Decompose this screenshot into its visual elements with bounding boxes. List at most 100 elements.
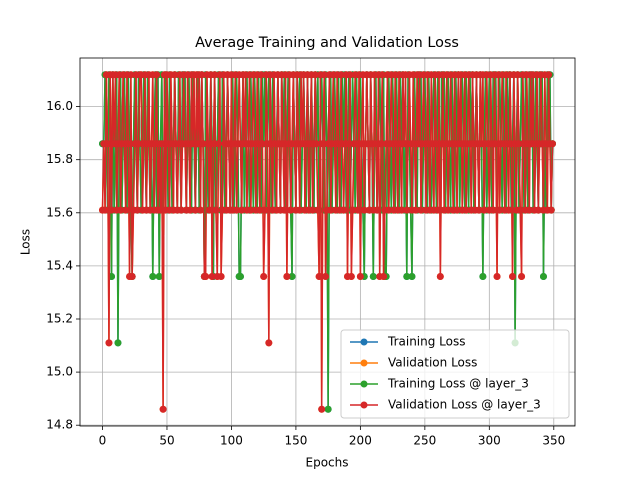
point — [261, 206, 269, 214]
point — [309, 206, 317, 214]
axes-frame — [79, 57, 576, 427]
point — [177, 206, 185, 214]
point — [157, 206, 165, 214]
point — [493, 273, 501, 281]
point — [320, 71, 328, 79]
x-tick-label: 100 — [220, 434, 243, 448]
point — [346, 71, 354, 79]
point — [238, 206, 246, 214]
point — [492, 140, 500, 148]
point — [380, 273, 388, 281]
point — [287, 206, 295, 214]
point — [280, 206, 288, 214]
y-axis-label: Loss — [19, 229, 33, 255]
point — [434, 206, 442, 214]
point — [215, 140, 223, 148]
legend-label: Validation Loss — [388, 356, 477, 370]
point — [534, 206, 542, 214]
point — [209, 140, 217, 148]
point — [265, 339, 273, 347]
point — [327, 206, 335, 214]
point — [372, 140, 380, 148]
point — [186, 206, 194, 214]
point — [315, 273, 323, 281]
legend-marker — [360, 380, 368, 388]
point — [260, 273, 268, 281]
x-axis-label: Epochs — [306, 456, 349, 470]
x-tick-label: 0 — [99, 434, 107, 448]
point — [318, 405, 326, 413]
point — [403, 206, 411, 214]
point — [354, 206, 362, 214]
point — [153, 71, 161, 79]
chart-title: Average Training and Validation Loss — [195, 35, 459, 51]
point — [516, 206, 524, 214]
point — [171, 71, 179, 79]
point — [199, 140, 207, 148]
point — [377, 140, 385, 148]
y-tick-label: 15.6 — [46, 205, 73, 219]
point — [475, 206, 483, 214]
point — [279, 140, 287, 148]
point — [547, 206, 555, 214]
point — [373, 206, 381, 214]
x-tick-label: 350 — [542, 434, 565, 448]
point — [101, 206, 109, 214]
point — [206, 206, 214, 214]
series — [99, 71, 556, 413]
point — [311, 71, 319, 79]
point — [432, 140, 440, 148]
point — [385, 206, 393, 214]
point — [322, 273, 330, 281]
point — [104, 140, 112, 148]
point — [417, 206, 425, 214]
point — [353, 140, 361, 148]
point — [283, 273, 291, 281]
point — [360, 206, 368, 214]
legend-box — [340, 329, 570, 419]
point — [403, 273, 411, 281]
point — [236, 273, 244, 281]
point — [356, 273, 364, 281]
point — [349, 206, 357, 214]
point — [444, 206, 452, 214]
point — [105, 339, 113, 347]
point — [135, 140, 143, 148]
point — [412, 206, 420, 214]
point — [489, 206, 497, 214]
x-tick-label: 50 — [159, 434, 174, 448]
point — [247, 206, 255, 214]
point — [436, 273, 444, 281]
point — [479, 273, 487, 281]
point — [347, 273, 355, 281]
y-tick-label: 16.0 — [46, 99, 73, 113]
point — [509, 273, 517, 281]
legend-label: Training Loss — [387, 335, 465, 349]
series-line — [101, 73, 554, 410]
point — [515, 140, 523, 148]
point — [257, 71, 265, 79]
legend-marker — [360, 338, 368, 346]
point — [212, 206, 220, 214]
point — [117, 206, 125, 214]
point — [114, 339, 122, 347]
ticks: 0 50 100 150 200 250 300 350 14.8 15.0 15.2 15.4 15.… — [46, 99, 565, 447]
point — [480, 206, 488, 214]
y-tick-label: 14.8 — [46, 418, 73, 432]
point — [256, 206, 264, 214]
point — [549, 140, 556, 148]
y-tick-label: 15.4 — [46, 258, 73, 272]
point — [345, 140, 353, 148]
legend-marker — [360, 401, 368, 409]
x-tick-label: 250 — [413, 434, 436, 448]
point — [128, 273, 136, 281]
point — [518, 273, 526, 281]
point — [314, 206, 322, 214]
point — [158, 140, 166, 148]
legend: Training Loss Validation Loss Training Los… — [340, 329, 570, 419]
point — [196, 206, 204, 214]
point — [378, 71, 386, 79]
point — [313, 140, 321, 148]
point — [398, 206, 406, 214]
point — [525, 206, 533, 214]
